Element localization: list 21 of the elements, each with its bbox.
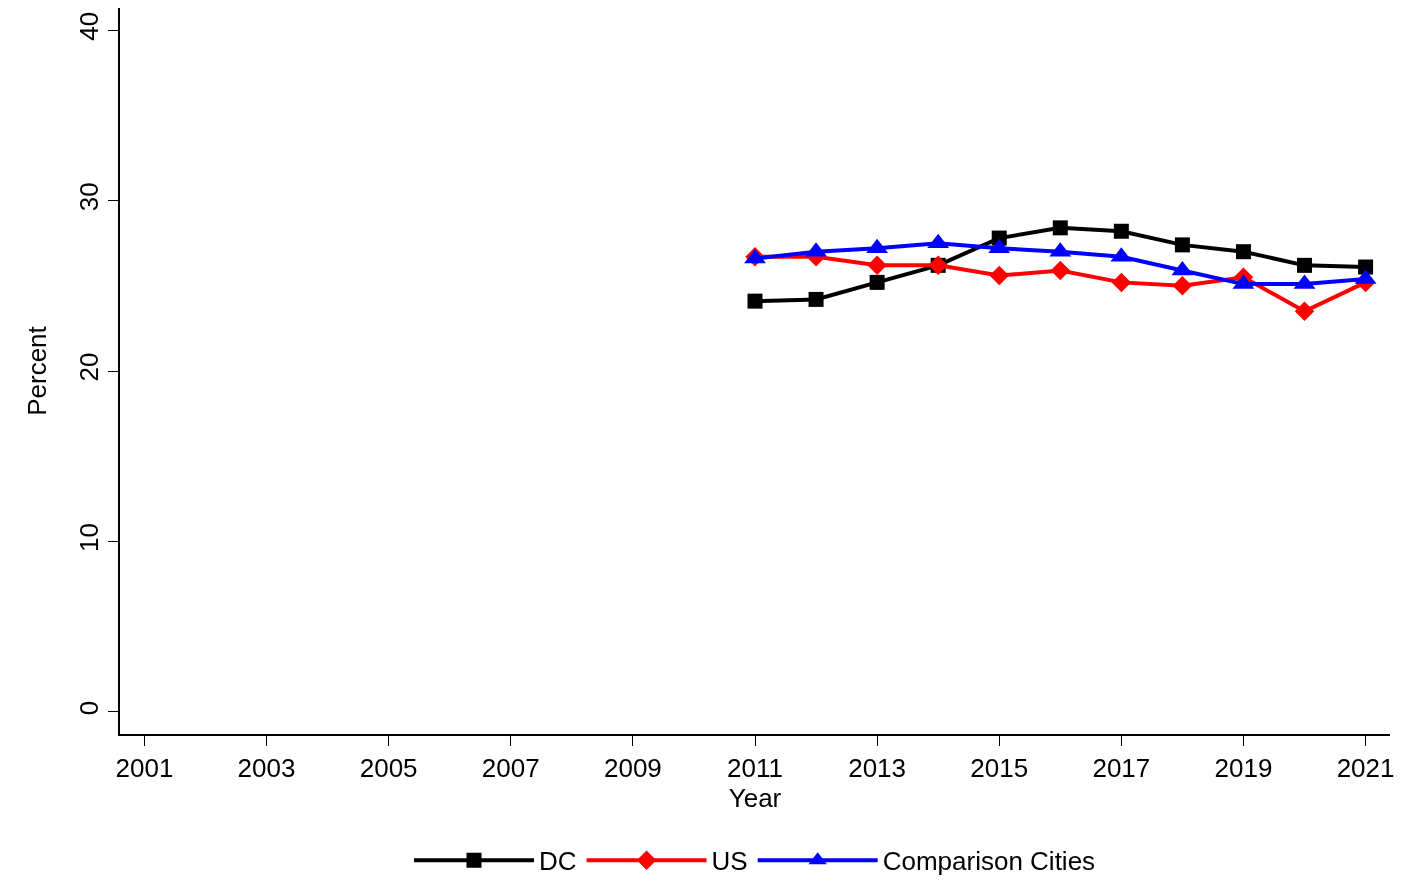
x-tick-label: 2007 bbox=[481, 752, 540, 783]
y-tick-label: 20 bbox=[73, 352, 104, 382]
x-tick-label: 2017 bbox=[1092, 752, 1151, 783]
x-tick-label: 2003 bbox=[237, 752, 296, 783]
y-tick-label: 0 bbox=[73, 700, 104, 716]
x-tick-label: 2005 bbox=[359, 752, 418, 783]
x-tick-label: 2001 bbox=[115, 752, 174, 783]
x-tick-label: 2009 bbox=[603, 752, 662, 783]
y-tick-label: 40 bbox=[73, 11, 104, 41]
x-axis-title: Year bbox=[728, 782, 782, 813]
legend-label: US bbox=[711, 846, 748, 877]
x-tick-label: 2013 bbox=[848, 752, 907, 783]
x-tick-label: 2019 bbox=[1214, 752, 1273, 783]
y-tick-label: 30 bbox=[73, 182, 104, 212]
legend-label: Comparison Cities bbox=[882, 846, 1096, 877]
x-tick-label: 2015 bbox=[970, 752, 1029, 783]
x-tick-label: 2021 bbox=[1336, 752, 1395, 783]
y-axis-title: Percent bbox=[21, 325, 52, 416]
legend-label: DC bbox=[539, 846, 577, 877]
y-tick-label: 10 bbox=[73, 523, 104, 552]
x-tick-label: 2011 bbox=[727, 752, 783, 783]
